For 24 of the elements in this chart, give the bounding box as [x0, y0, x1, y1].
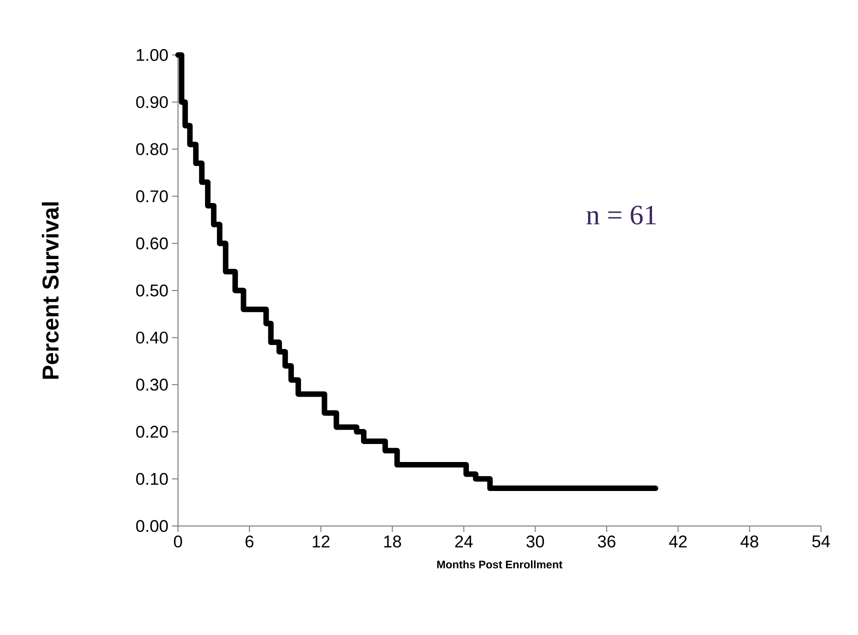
x-tick-label: 54: [812, 536, 830, 548]
y-tick-label: 0.10: [136, 472, 168, 485]
x-axis-title: Months Post Enrollment: [437, 560, 562, 568]
x-tick-label: 18: [384, 536, 402, 548]
x-tick-label: 0: [174, 536, 182, 548]
y-tick-label: 0.50: [136, 284, 168, 296]
y-tick-label: 0.60: [136, 237, 168, 250]
x-tick-label: 36: [598, 536, 616, 548]
y-tick-label: 0.90: [136, 96, 168, 108]
x-tick-label: 24: [455, 536, 473, 548]
annotation: n = 61: [586, 206, 656, 224]
y-tick-label: 0.80: [136, 143, 168, 156]
x-tick-label: 30: [526, 536, 544, 548]
y-tick-label: 0.20: [136, 426, 168, 438]
x-tick-label: 12: [312, 536, 330, 548]
y-axis-title: Percent Survival: [42, 202, 59, 379]
y-tick-label: 1.00: [136, 48, 168, 61]
y-tick-label: 0.70: [136, 190, 168, 202]
x-tick-label: 6: [246, 536, 254, 548]
x-tick-label: 42: [669, 536, 687, 548]
y-tick-label: 0.30: [136, 378, 168, 391]
x-tick-label: 48: [740, 536, 758, 548]
y-tick-label: 0.40: [136, 332, 168, 344]
y-tick-label: 0.00: [136, 520, 168, 532]
